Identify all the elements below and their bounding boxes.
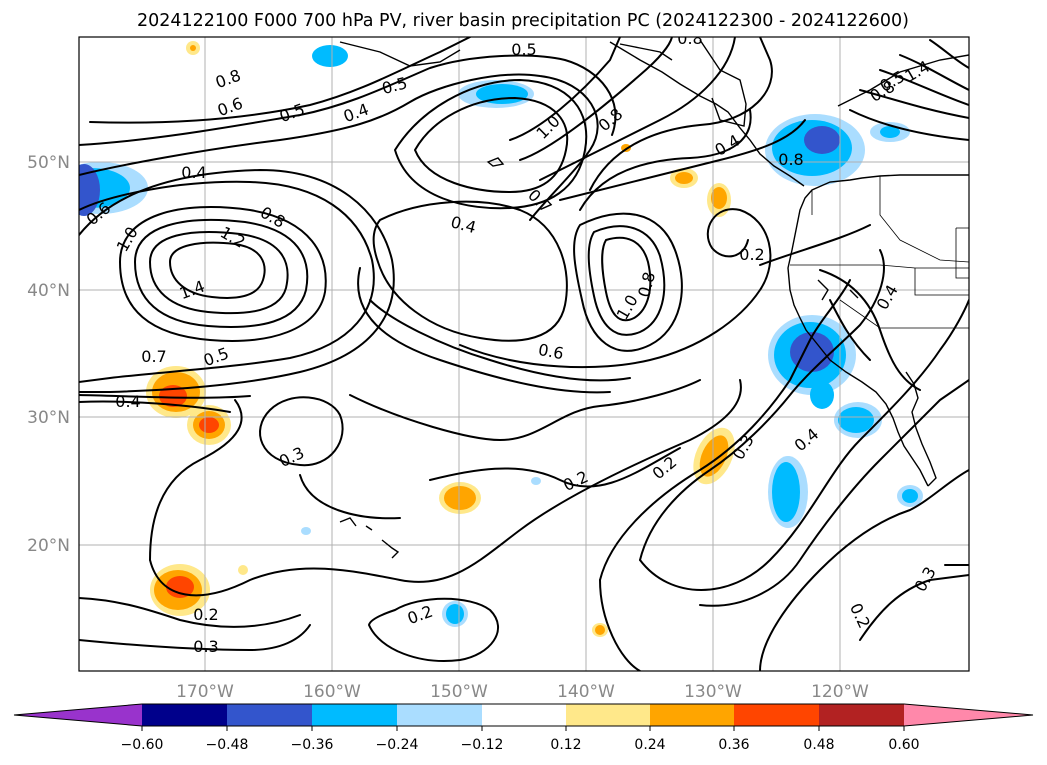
precip-blob-neg [772,462,800,522]
precip-blob-pos [711,187,727,209]
contour-label: 0.3 [193,637,218,656]
precip-blob-pos [190,45,196,51]
colorbar-segment [819,704,904,726]
colorbar-tick-label: 0.24 [634,737,665,753]
lon-label: 150°W [430,682,488,702]
pv-contours [79,37,969,671]
colorbar-segment [227,704,312,726]
colorbar-segment [312,704,397,726]
colorbar-segment [482,704,566,726]
precip-blob-neg [804,126,840,154]
map-plot-area: 0.8 0.6 0.5 0.4 0.5 0.5 0.8 1.0 0.8 0.4 … [79,29,969,671]
colorbar-ticks [141,726,905,731]
contour-label: 0.5 [511,40,536,59]
contour-label: 0.2 [193,605,218,624]
colorbar-segment [650,704,734,726]
lon-label: 120°W [811,682,869,702]
colorbar: −0.60 −0.48 −0.36 −0.24 −0.12 0.12 0.24 … [13,703,1034,753]
contour-label: 0.6 [537,340,565,363]
precip-blob-neg [838,407,874,433]
precip-shading [79,41,923,637]
colorbar-segment [142,704,227,726]
contour-label: 0.8 [778,150,803,169]
contour-label: 0.4 [181,163,206,182]
colorbar-tick-label: 0.60 [888,737,919,753]
contour-label: 0.7 [141,347,166,366]
colorbar-tick-label: 0.48 [803,737,834,753]
precip-blob-pos [238,565,248,575]
colorbar-tick-label: 0.36 [718,737,749,753]
contour-label: 0.8 [677,29,702,48]
colorbar-tick-label: −0.36 [291,737,334,753]
lat-label: 40°N [27,281,70,301]
colorbar-tick-label: −0.60 [121,737,164,753]
graticule [79,37,969,671]
lon-label: 140°W [557,682,615,702]
map-frame [78,36,970,672]
precip-blob-pos [595,625,605,635]
precip-blob-neg [301,527,311,535]
colorbar-segment [566,704,650,726]
precip-blob-neg [880,126,900,138]
colorbar-tick-label: −0.12 [461,737,504,753]
precip-blob-pos [199,417,219,433]
lon-label: 170°W [176,682,234,702]
precip-blob-neg [531,477,541,485]
colorbar-tick-label: −0.48 [206,737,249,753]
colorbar-tick-label: −0.24 [376,737,419,753]
contour-label: 0.4 [115,392,140,411]
map-title: 2024122100 F000 700 hPa PV, river basin … [137,11,909,31]
precip-blob-neg [312,45,348,67]
lon-label: 130°W [684,682,742,702]
precip-blob-pos [675,172,693,184]
colorbar-segment [734,704,819,726]
coastlines [339,39,969,559]
precip-blob-neg [902,489,918,503]
colorbar-extend-min [14,704,142,726]
latitude-labels: 50°N 40°N 30°N 20°N [27,153,70,556]
precip-blob-neg [446,604,464,624]
lat-label: 20°N [27,536,70,556]
longitude-labels: 170°W 160°W 150°W 140°W 130°W 120°W [176,682,869,702]
precip-blob-pos [166,576,194,598]
precip-blob-pos [159,385,187,407]
lat-label: 50°N [27,153,70,173]
precip-blob-neg [790,332,834,372]
lat-label: 30°N [27,408,70,428]
precip-blob-neg [810,381,834,409]
colorbar-segment [397,704,482,726]
colorbar-extend-max [904,704,1033,726]
contour-label: 0.2 [739,245,764,264]
precip-blob-pos [444,486,476,510]
lon-label: 160°W [303,682,361,702]
colorbar-tick-label: 0.12 [550,737,581,753]
